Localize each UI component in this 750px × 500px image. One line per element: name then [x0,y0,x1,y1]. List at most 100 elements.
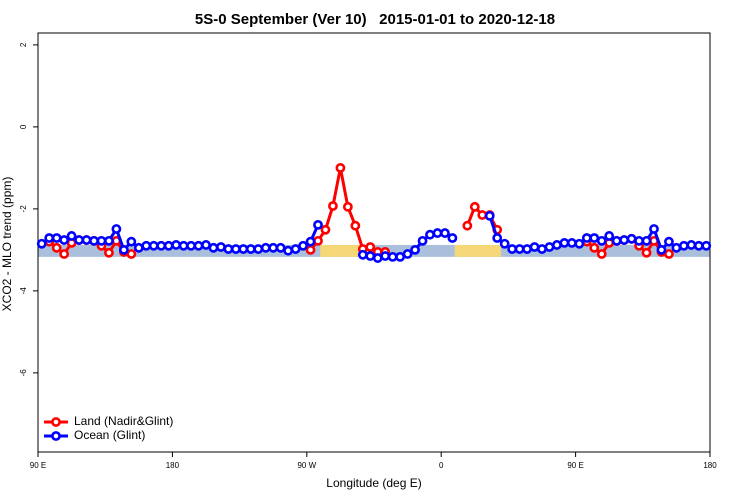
point [678,240,689,251]
point [313,235,323,246]
point [604,231,615,241]
x-tick-label: 90 W [297,461,316,470]
point [66,231,77,241]
point [104,247,114,258]
point [313,219,323,230]
point [611,235,622,246]
point [664,249,674,259]
point [156,240,167,251]
point [686,240,697,250]
point [507,244,518,254]
point [51,233,62,243]
point [492,233,503,243]
point [253,244,264,254]
point [223,244,234,254]
point [537,244,547,254]
point [514,244,525,254]
point [305,244,316,255]
point [664,236,674,247]
point [208,242,219,253]
y-axis-title: XCO2 - MLO trend (ppm) [0,177,14,312]
point [656,244,667,255]
point [410,244,420,255]
point [357,249,368,260]
point [335,162,346,173]
point [566,238,577,248]
point [372,253,383,263]
point [544,242,555,252]
point [305,236,316,247]
point [141,240,152,251]
point [171,240,182,250]
point [230,244,241,254]
y-tick-label: -2 [19,205,28,213]
point [81,235,92,245]
point [36,238,47,249]
point [133,242,144,253]
point [484,210,495,221]
point [581,233,592,243]
point [693,240,704,251]
point [320,224,331,235]
y-tick-label: -6 [19,369,28,377]
point [387,251,398,262]
point [245,244,256,254]
point [701,240,712,251]
y-tick-label: 0 [19,124,28,129]
legend-label: Land (Nadir&Glint) [74,414,173,428]
point [477,210,488,220]
point [641,235,652,246]
y-tick-label: -4 [19,287,28,295]
point [641,247,652,258]
chart-title: 5S-0 September (Ver 10) 2015-01-01 to 20… [195,11,555,28]
point [402,249,413,259]
legend-label: Ocean (Glint) [74,428,145,442]
point [462,220,473,231]
point [529,242,540,252]
point [552,240,562,250]
x-axis-title: Longitude (deg E) [326,476,421,490]
point [342,201,353,212]
point [44,233,55,243]
point [447,233,458,243]
point [96,235,107,246]
point [201,240,211,250]
x-tick-label: 180 [166,461,180,470]
legend-marker [51,417,61,427]
highlight-band [320,244,361,257]
x-tick-label: 180 [703,461,717,470]
point [178,240,189,251]
point [499,238,510,249]
point [589,233,600,243]
point [193,240,204,251]
point [118,244,129,255]
point [417,235,428,246]
point [275,242,286,253]
legend: Land (Nadir&Glint)Ocean (Glint) [44,414,173,442]
point [440,228,450,238]
point [238,244,249,254]
y-tick-label: 2 [19,42,28,47]
point [186,240,196,251]
x-tick-label: 90 E [30,461,46,470]
legend-marker [51,431,61,441]
point [589,242,600,253]
highlight-band [454,244,501,257]
point [432,228,443,238]
point [260,242,271,253]
point [104,235,114,246]
point [574,238,585,249]
point [380,251,391,261]
point [268,242,279,253]
point [634,235,644,246]
point [522,244,532,254]
point [596,235,607,246]
point [596,249,607,259]
point [126,236,137,247]
point [365,242,376,252]
point [148,240,159,251]
point [216,242,226,252]
point [559,238,570,248]
point [163,240,174,251]
